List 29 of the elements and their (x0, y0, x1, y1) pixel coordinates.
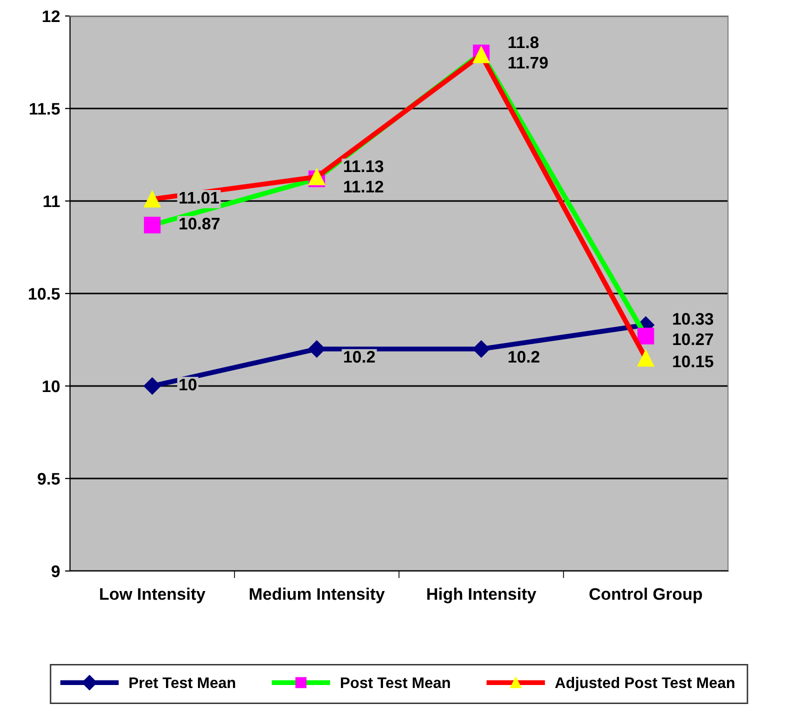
y-tick-label: 11 (44, 196, 60, 208)
point (308, 340, 326, 358)
x-tick-label: Control Group (590, 588, 702, 604)
data-label: 10.33 (673, 312, 714, 325)
data-label: 10.2 (508, 350, 540, 363)
legend-label: Pret Test Mean (129, 677, 236, 688)
legend-label: Post Test Mean (340, 677, 450, 688)
y-tick-label: 11.5 (30, 103, 60, 115)
data-label: 11.79 (508, 56, 548, 69)
data-label: 11.12 (344, 180, 384, 192)
y-tick-label: 10 (42, 380, 60, 392)
data-label: 10 (180, 378, 196, 390)
x-tick-label: Medium Intensity (250, 588, 385, 604)
y-tick-label: 12 (42, 10, 60, 22)
data-label: 11.01 (180, 192, 219, 204)
x-tick-label: Low Intensity (100, 588, 206, 604)
point (144, 377, 161, 395)
y-tick-label: 10.5 (28, 288, 60, 300)
y-tick-label: 9 (52, 565, 60, 578)
data-label: 11.8 (508, 36, 539, 48)
y-tick-label: 9.5 (38, 472, 60, 485)
data-label: 11.13 (344, 160, 384, 172)
data-label: 10.27 (673, 333, 714, 346)
point (472, 340, 490, 358)
data-label: 10.15 (673, 356, 714, 368)
data-label: 10.2 (344, 350, 375, 363)
x-tick-label: High Intensity (427, 588, 536, 604)
data-label: 10.87 (180, 218, 220, 230)
legend-label: Adjusted Post Test Mean (555, 676, 734, 692)
